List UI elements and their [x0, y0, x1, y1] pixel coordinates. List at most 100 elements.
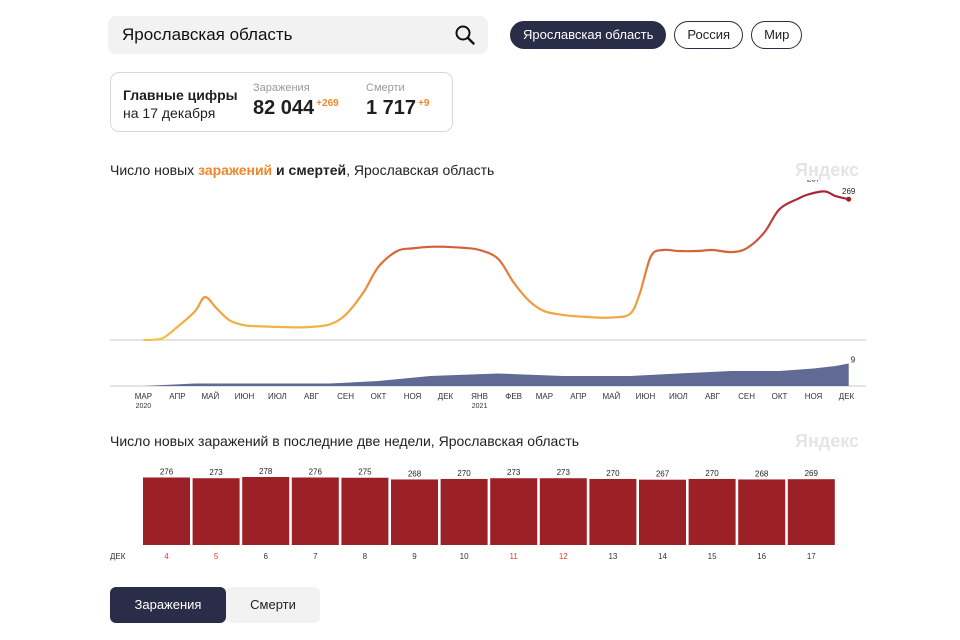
main-figures-date: на 17 декабря [123, 105, 216, 121]
bar-category-label: 4 [164, 552, 169, 561]
bar-category-label: 5 [214, 552, 219, 561]
bar-value-label: 269 [805, 469, 819, 478]
year-label-2020: 2020 [136, 403, 152, 410]
x-tick-label: АВГ [304, 392, 320, 401]
bar-chart-title: Число новых заражений в последние две не… [110, 433, 580, 449]
deaths-stat: Смерти 1 717 +9 [366, 82, 429, 120]
yandex-watermark-2: Яндекс [795, 431, 860, 451]
bar-category-label: 10 [460, 552, 469, 561]
bar [639, 479, 686, 545]
infections-series-line [143, 190, 849, 342]
x-tick-label: ИЮЛ [669, 392, 688, 401]
infections-value: 82 044 [253, 97, 315, 119]
bar-month-label: ДЕК [110, 552, 126, 561]
bar [341, 477, 389, 545]
bar [192, 478, 240, 545]
bar-category-label: 16 [757, 552, 766, 561]
x-tick-label: АПР [169, 392, 185, 401]
x-tick-label: ИЮН [235, 392, 255, 401]
bar-value-label: 270 [705, 469, 719, 478]
bar-value-label: 276 [309, 467, 323, 476]
trend-title-highlight: заражений [198, 162, 273, 178]
main-figures-card: Главные цифры на 17 декабря Заражения 82… [110, 72, 453, 132]
bar-category-label: 11 [510, 552, 519, 561]
bar [539, 478, 587, 545]
trend-chart-title: Число новых заражений и смертей, Ярослав… [110, 162, 494, 178]
x-tick-label: СЕН [738, 392, 755, 401]
trend-title-suffix: , Ярославская область [346, 162, 495, 178]
trend-chart: 287 269 9 МАР АПР МАЙ ИЮН ИЮЛ АВГ СЕН ОКТ НОЯ ДЕК ЯНВ… [110, 180, 866, 410]
main-figures-heading: Главные цифры [123, 87, 238, 103]
bar [787, 479, 835, 545]
tab-russia[interactable]: Россия [674, 21, 744, 49]
infections-stat: Заражения 82 044 +269 [253, 82, 339, 120]
x-tick-label: МАР [135, 392, 152, 401]
annotation-peak: 287 [807, 180, 821, 183]
infections-label: Заражения [253, 82, 310, 94]
trend-title-mid: и смертей [272, 162, 347, 178]
trend-title-prefix: Число новых [110, 162, 199, 178]
bar-value-label: 273 [209, 468, 223, 477]
x-tick-label: МАЙ [202, 392, 220, 401]
x-tick-label: АПР [570, 392, 586, 401]
x-tick-label: НОЯ [805, 392, 823, 401]
region-tabs: Ярославская область Россия Мир [510, 21, 803, 49]
bar-value-label: 275 [358, 468, 372, 477]
bar-category-label: 9 [412, 552, 417, 561]
tab-world[interactable]: Мир [751, 21, 803, 49]
deaths-delta: +9 [418, 98, 430, 110]
metric-tabs: Заражения Смерти [110, 587, 320, 623]
bar-category-label: 13 [608, 552, 617, 561]
bar-value-label: 276 [160, 467, 174, 476]
bar-value-label: 278 [259, 467, 273, 476]
annotation-last-deaths: 9 [851, 356, 856, 365]
tab-infections[interactable]: Заражения [110, 587, 226, 623]
bar-value-label: 273 [557, 468, 571, 477]
deaths-value: 1 717 [366, 97, 417, 119]
bar-value-label: 270 [606, 469, 620, 478]
x-tick-label: ДЕК [839, 392, 855, 401]
bar [291, 477, 339, 545]
bar-category-label: 8 [363, 552, 368, 561]
bar [440, 478, 488, 545]
bar [688, 478, 736, 545]
bar [738, 479, 786, 545]
x-tick-label: МАЙ [603, 392, 621, 401]
bar-value-label: 273 [507, 468, 521, 477]
bar-category-label: 7 [313, 552, 318, 561]
deaths-series-area [143, 363, 849, 386]
tab-yaroslavl-region[interactable]: Ярославская область [510, 21, 667, 49]
bar [490, 478, 538, 545]
bar [143, 477, 190, 545]
bar-category-label: 6 [263, 552, 268, 561]
region-search[interactable]: Ярославская область [108, 16, 488, 54]
bar [391, 479, 438, 545]
bar [589, 478, 637, 545]
yandex-watermark: Яндекс [795, 160, 860, 180]
bar-value-label: 270 [457, 469, 471, 478]
search-input[interactable]: Ярославская область [122, 25, 293, 44]
bar-category-label: 14 [658, 552, 667, 561]
bar-value-label: 267 [656, 470, 670, 479]
infections-delta: +269 [316, 98, 339, 110]
tab-deaths[interactable]: Смерти [226, 587, 320, 623]
x-tick-label: АВГ [705, 392, 721, 401]
search-icon[interactable] [454, 24, 476, 46]
bar-value-label: 268 [755, 469, 769, 478]
main-figures-title: Главные цифры на 17 декабря [123, 86, 238, 122]
x-tick-label: МАР [536, 392, 553, 401]
bar-chart: 276 4 273 5 278 6 276 7 275 8 268 9 270 10 273 11 273 12 2… [110, 467, 835, 561]
x-tick-label: ИЮЛ [268, 392, 287, 401]
x-tick-label: ОКТ [772, 392, 788, 401]
bar-category-label: 15 [708, 552, 717, 561]
x-tick-label: ФЕВ [505, 392, 522, 401]
x-tick-label: ИЮН [636, 392, 656, 401]
x-tick-label: ДЕК [438, 392, 454, 401]
infections-last-point [846, 196, 852, 202]
bar-value-label: 268 [408, 469, 422, 478]
bar [242, 477, 290, 545]
year-label-2021: 2021 [472, 403, 488, 410]
x-tick-label: ОКТ [371, 392, 387, 401]
x-tick-label: СЕН [337, 392, 354, 401]
deaths-label: Смерти [366, 82, 405, 94]
